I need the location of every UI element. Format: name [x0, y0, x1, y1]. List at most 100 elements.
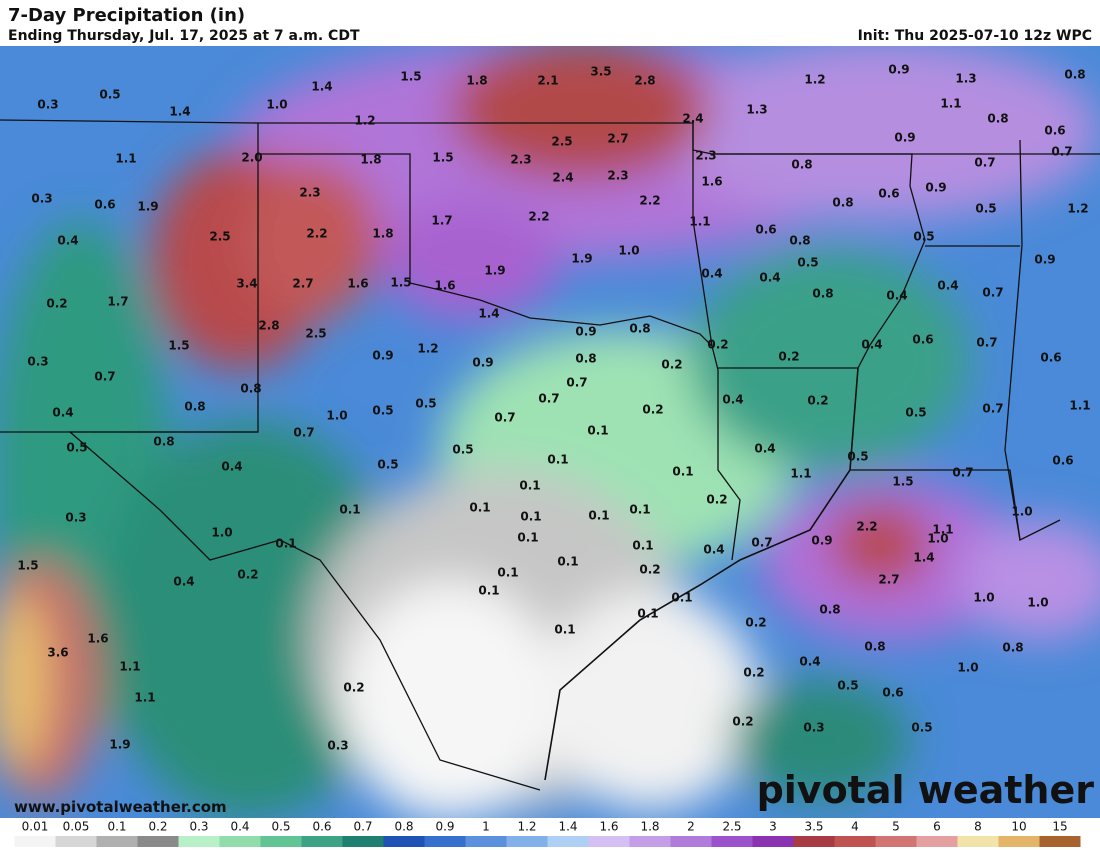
- precip-label: 2.8: [634, 74, 655, 88]
- precip-label: 1.8: [360, 153, 381, 167]
- precip-label: 0.6: [755, 223, 776, 237]
- precip-label: 2.2: [639, 194, 660, 208]
- precip-label: 1.9: [137, 200, 158, 214]
- precip-label: 1.4: [169, 105, 190, 119]
- precip-label: 2.7: [607, 132, 628, 146]
- precip-label: 0.1: [587, 424, 608, 438]
- precip-label: 2.4: [552, 171, 573, 185]
- precip-label: 1.0: [1011, 505, 1032, 519]
- legend-label: 0.2: [148, 820, 167, 834]
- precip-label: 0.2: [639, 563, 660, 577]
- legend-swatch: [260, 836, 302, 847]
- precip-label: 2.5: [305, 327, 326, 341]
- precip-label: 3.6: [47, 646, 68, 660]
- precip-label: 0.7: [976, 336, 997, 350]
- precip-label: 1.2: [1067, 202, 1088, 216]
- logo: pivotal weather: [757, 768, 1095, 812]
- legend-swatch: [752, 836, 794, 847]
- precip-label: 0.5: [66, 441, 87, 455]
- legend-label: 2: [687, 820, 695, 834]
- legend-label: 0.6: [312, 820, 331, 834]
- legend-swatch: [875, 836, 917, 847]
- legend-label: 0.4: [230, 820, 249, 834]
- legend-label: 5: [892, 820, 900, 834]
- legend-swatch: [998, 836, 1040, 847]
- precip-label: 1.1: [932, 523, 953, 537]
- precip-label: 2.3: [695, 149, 716, 163]
- precip-label: 0.2: [807, 394, 828, 408]
- precip-label: 0.9: [472, 356, 493, 370]
- precip-label: 0.4: [759, 271, 780, 285]
- legend-swatch: [178, 836, 220, 847]
- precip-label: 0.3: [37, 98, 58, 112]
- legend-label: 3: [769, 820, 777, 834]
- legend-label: 2.5: [722, 820, 741, 834]
- legend-label: 0.01: [22, 820, 49, 834]
- legend-swatch: [711, 836, 753, 847]
- legend-swatch: [834, 836, 876, 847]
- precip-label: 0.4: [754, 442, 775, 456]
- legend-swatch: [383, 836, 425, 847]
- precip-label: 1.6: [434, 279, 455, 293]
- legend-swatch: [1039, 836, 1081, 847]
- precip-label: 0.2: [46, 297, 67, 311]
- precip-label: 0.8: [1064, 68, 1085, 82]
- precip-label: 0.5: [797, 256, 818, 270]
- precip-label: 0.4: [861, 338, 882, 352]
- legend-label: 1.4: [558, 820, 577, 834]
- precip-label: 1.4: [311, 80, 332, 94]
- precip-label: 1.3: [746, 103, 767, 117]
- precip-label: 0.3: [803, 721, 824, 735]
- precip-label: 0.7: [982, 286, 1003, 300]
- precip-label: 0.2: [706, 493, 727, 507]
- precip-label: 0.7: [1051, 145, 1072, 159]
- precip-label: 0.3: [27, 355, 48, 369]
- precip-label: 1.4: [478, 307, 499, 321]
- legend-label: 0.5: [271, 820, 290, 834]
- legend-swatch: [55, 836, 97, 847]
- precip-label: 0.4: [722, 393, 743, 407]
- precip-label: 0.4: [886, 289, 907, 303]
- precip-label: 0.2: [642, 403, 663, 417]
- legend-swatch: [629, 836, 671, 847]
- precip-label: 0.1: [632, 539, 653, 553]
- precip-label: 0.1: [497, 566, 518, 580]
- precip-label: 0.4: [52, 406, 73, 420]
- legend: 0.01 0.05 0.1 0.2 0.3 0.4 0.5 0.6 0.7 0.8 0.9 1 1.2 1…: [14, 820, 1081, 847]
- precip-label: 1.6: [701, 175, 722, 189]
- precip-label: 0.8: [832, 196, 853, 210]
- precip-label: 0.9: [894, 131, 915, 145]
- legend-swatch: [506, 836, 548, 847]
- precip-label: 1.8: [372, 227, 393, 241]
- precip-label: 0.8: [864, 640, 885, 654]
- legend-label: 1.2: [517, 820, 536, 834]
- precip-label: 0.8: [789, 234, 810, 248]
- legend-swatch: [301, 836, 343, 847]
- precip-label: 0.9: [1034, 253, 1055, 267]
- precip-label: 0.6: [882, 686, 903, 700]
- precip-label: 1.0: [326, 409, 347, 423]
- precip-label: 0.9: [888, 63, 909, 77]
- precip-label: 1.0: [1027, 596, 1048, 610]
- precip-label: 0.1: [519, 479, 540, 493]
- legend-swatch: [96, 836, 138, 847]
- precip-label: 1.5: [432, 151, 453, 165]
- precip-label: 1.6: [87, 632, 108, 646]
- precip-label: 1.9: [571, 252, 592, 266]
- legend-label: 0.8: [394, 820, 413, 834]
- precip-label: 0.5: [913, 230, 934, 244]
- precip-label: 0.3: [65, 511, 86, 525]
- precip-label: 0.9: [575, 325, 596, 339]
- precip-label: 1.9: [484, 264, 505, 278]
- legend-swatch: [957, 836, 999, 847]
- precip-label: 0.4: [703, 543, 724, 557]
- boundaries: [0, 119, 1100, 791]
- precip-label: 0.1: [547, 453, 568, 467]
- precip-label: 1.5: [892, 475, 913, 489]
- precip-label: 0.9: [811, 534, 832, 548]
- precip-label: 1.5: [17, 559, 38, 573]
- precip-label: 0.2: [743, 666, 764, 680]
- legend-label: 0.3: [189, 820, 208, 834]
- legend-swatch: [670, 836, 712, 847]
